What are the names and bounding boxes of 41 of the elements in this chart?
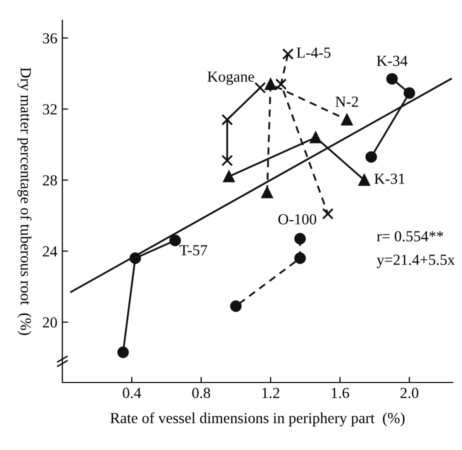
point (294, 232, 306, 244)
x-tick-label: 1.2 (262, 388, 280, 398)
x-tick-label: 0.8 (192, 388, 210, 398)
y-tick-label: 28 (42, 175, 57, 186)
point (221, 114, 233, 126)
annotation: O-100 (278, 214, 316, 224)
y-tick-label: 24 (42, 246, 58, 256)
annotation: K-34 (376, 56, 408, 66)
point (254, 82, 266, 94)
y-axis-title: Dry matter percentage of tuberous root (%) (17, 68, 32, 335)
point (310, 132, 322, 144)
point (221, 154, 233, 166)
point (223, 170, 235, 182)
annotation: T-57 (180, 245, 208, 256)
point (275, 78, 287, 90)
point (282, 48, 294, 60)
y-tick-label: 36 (42, 33, 58, 44)
point (341, 114, 353, 126)
x-tick-label: 1.6 (332, 388, 350, 398)
annotation: K-31 (374, 174, 404, 184)
y-tick-label: 32 (42, 104, 57, 114)
point (261, 186, 273, 198)
point (404, 87, 416, 99)
point (294, 252, 306, 264)
annotation: L-4-5 (296, 48, 330, 58)
annotation: r= 0.554** (376, 231, 444, 242)
point (365, 151, 377, 163)
x-tick-label: 0.4 (122, 388, 142, 398)
point (230, 300, 242, 312)
annotation: Kogane (208, 72, 254, 85)
point (169, 234, 181, 246)
annotation: y=21.4+5.5x (376, 254, 455, 268)
annotation: N-2 (335, 96, 358, 107)
point (386, 73, 398, 85)
point (117, 346, 129, 358)
x-axis-title: Rate of vessel dimensions in periphery part (%) (110, 412, 405, 426)
point (264, 78, 276, 90)
point (358, 174, 370, 186)
point (322, 208, 334, 220)
y-tick-label: 20 (42, 317, 57, 328)
x-tick-label: 2.0 (400, 388, 418, 398)
